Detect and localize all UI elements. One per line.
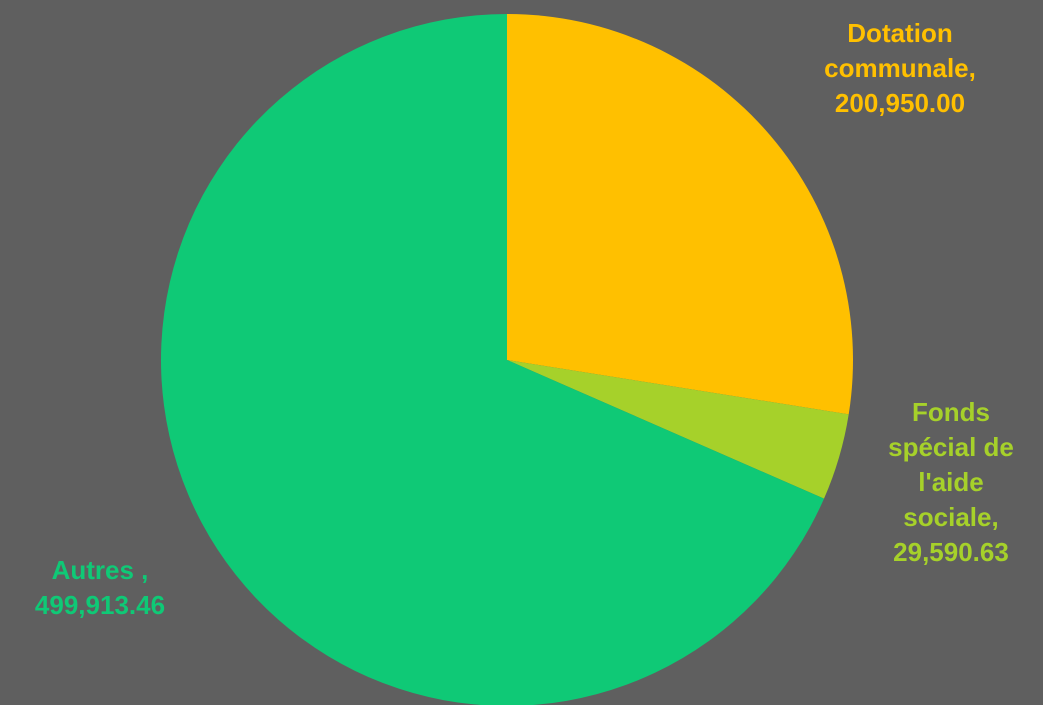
slice-label-fonds-special: Fonds spécial de l'aide sociale, 29,590.… — [888, 397, 1014, 567]
slice-label-dotation-communale: Dotation communale, 200,950.00 — [824, 18, 976, 118]
pie-slice-autres — [161, 14, 825, 705]
pie-slice-dotation-communale — [507, 14, 853, 415]
pie-slice-fonds-sp-cial-de-l-aide-sociale — [507, 360, 849, 499]
slice-label-autres: Autres , 499,913.46 — [34, 555, 166, 620]
